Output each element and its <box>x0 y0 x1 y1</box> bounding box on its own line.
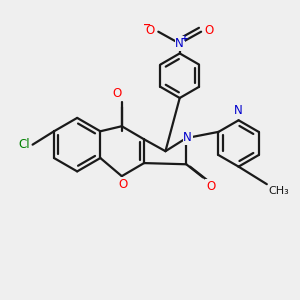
Text: O: O <box>146 24 155 37</box>
Text: O: O <box>205 24 214 37</box>
Text: −: − <box>143 20 151 30</box>
Text: O: O <box>206 180 215 193</box>
Text: N: N <box>175 37 184 50</box>
Text: N: N <box>183 131 192 144</box>
Text: O: O <box>113 87 122 100</box>
Text: +: + <box>181 34 189 43</box>
Text: O: O <box>118 178 128 190</box>
Text: CH₃: CH₃ <box>268 186 289 196</box>
Text: N: N <box>234 104 243 117</box>
Text: Cl: Cl <box>19 138 30 151</box>
